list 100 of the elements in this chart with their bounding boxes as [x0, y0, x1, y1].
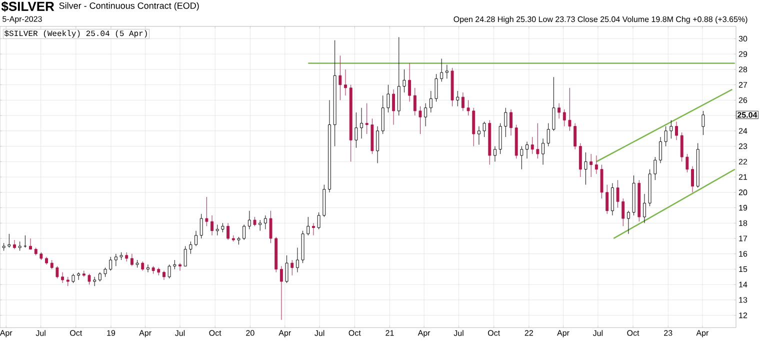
candlestick — [173, 260, 176, 270]
candlestick — [552, 76, 556, 132]
candlestick — [670, 120, 673, 139]
annotation: $SILVER (Weekly) 25.04 (5 Apr) — [4, 30, 147, 38]
x-tick-label: 20 — [246, 330, 254, 336]
annotation: 25.04 — [737, 112, 758, 118]
candlestick — [386, 84, 390, 113]
y-tick-label: 13 — [739, 297, 748, 303]
candlestick — [290, 260, 294, 276]
candlestick — [189, 241, 192, 254]
candlestick — [306, 216, 310, 236]
text: 5-Apr-2023 — [2, 16, 42, 24]
candlestick — [472, 108, 476, 147]
candlestick — [13, 240, 16, 250]
candlestick — [429, 90, 432, 113]
x-tick-label: Apr — [418, 330, 430, 338]
candlestick — [558, 102, 561, 119]
candlestick — [72, 274, 75, 284]
candlestick — [264, 215, 267, 230]
x-tick-label: Apr — [278, 330, 291, 338]
y-tick-label: 27 — [738, 82, 748, 88]
x-tick-label: 21 — [386, 330, 394, 336]
x-tick-label: 22 — [524, 330, 533, 336]
candlestick — [114, 254, 118, 266]
candlestick — [610, 182, 614, 216]
candlestick — [248, 210, 251, 230]
x-tick-label: 23 — [664, 330, 672, 336]
candlestick — [296, 247, 299, 273]
candlestick — [216, 224, 219, 236]
candlestick — [338, 55, 342, 100]
candlestick — [50, 260, 54, 270]
candlestick — [510, 109, 512, 136]
x-tick-label: Oct — [627, 330, 640, 336]
candlestick — [130, 254, 134, 266]
candlestick — [578, 142, 582, 178]
candlestick — [590, 154, 593, 178]
candlestick — [542, 138, 545, 165]
y-tick-label: 24 — [738, 128, 748, 134]
candlestick — [402, 69, 406, 93]
candlestick — [606, 184, 609, 214]
candlestick — [643, 194, 646, 224]
x-tick-label: Oct — [348, 330, 361, 336]
candlestick — [242, 224, 246, 240]
x-tick-label: Apr — [0, 330, 12, 338]
candlestick — [285, 255, 288, 284]
candlestick — [654, 156, 657, 180]
y-tick-label: 30 — [738, 36, 748, 42]
candlestick — [526, 141, 528, 159]
candlestick — [504, 108, 508, 138]
candlestick — [344, 69, 347, 96]
candlestick — [8, 234, 11, 248]
chart-title: $SILVER — [1, 1, 54, 12]
y-tick-label: 28 — [738, 66, 748, 72]
candlestick — [104, 267, 107, 278]
candlestick — [77, 272, 80, 280]
candlestick — [494, 146, 496, 162]
candlestick — [221, 222, 224, 233]
candlestick — [456, 90, 460, 107]
candlestick — [482, 121, 486, 138]
candlestick — [194, 230, 198, 246]
y-tick-label: 19 — [739, 204, 748, 211]
candlestick — [626, 210, 630, 234]
x-tick-label: Apr — [557, 330, 570, 338]
x-tick-label: Jul — [36, 330, 46, 336]
candlestick — [56, 266, 59, 279]
candlestick — [461, 92, 464, 112]
candlestick — [258, 220, 262, 232]
y-tick-label: 17 — [739, 236, 748, 242]
candlestick — [269, 210, 272, 244]
candlestick — [434, 74, 438, 102]
candlestick — [376, 126, 380, 164]
x-tick-label: Jul — [314, 330, 324, 336]
candlestick — [691, 166, 694, 193]
candlestick — [686, 154, 689, 173]
candlestick — [664, 126, 668, 147]
y-tick-label: 22 — [738, 158, 748, 164]
candlestick — [178, 262, 182, 271]
candlestick — [184, 246, 187, 266]
y-tick-label: 16 — [739, 250, 748, 257]
chart-subtitle: Silver - Continuous Contract (EOD) — [59, 2, 199, 11]
candlestick — [66, 276, 70, 286]
candlestick — [29, 238, 32, 250]
y-tick-label: 21 — [738, 174, 748, 180]
candlestick — [200, 214, 203, 239]
candlestick — [659, 136, 662, 164]
candlestick — [680, 132, 684, 162]
candlestick — [365, 102, 368, 134]
candlestick — [594, 155, 598, 174]
candlestick — [125, 252, 128, 262]
candlestick — [568, 88, 572, 132]
candlestick — [354, 112, 358, 148]
x-tick-label: Jul — [454, 330, 464, 336]
candlestick — [141, 261, 144, 271]
candlestick — [478, 126, 480, 145]
candlestick — [381, 95, 384, 134]
x-tick-label: 19 — [107, 330, 116, 336]
x-tick-label: Apr — [139, 330, 152, 338]
x-tick-label: Oct — [488, 330, 500, 336]
candlestick — [253, 216, 256, 226]
y-tick-label: 20 — [738, 190, 748, 196]
